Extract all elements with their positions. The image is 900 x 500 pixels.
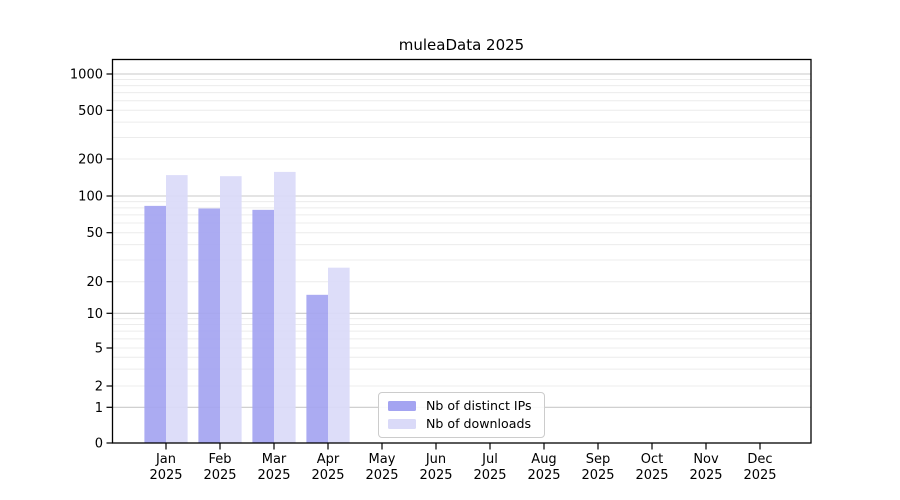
y-tick-label: 10 [86, 307, 103, 322]
bar-distinct-ips [198, 208, 220, 443]
x-tick-label-year: 2025 [635, 468, 668, 483]
x-tick-label-year: 2025 [527, 468, 560, 483]
bar-downloads [328, 267, 350, 443]
x-tick-label-year: 2025 [473, 468, 506, 483]
legend-item-downloads: Nb of downloads [388, 415, 535, 431]
bar-distinct-ips [144, 205, 166, 443]
plot-frame [111, 58, 812, 444]
chart-title: muleaData 2025 [398, 36, 525, 54]
bar-downloads [274, 171, 296, 444]
legend-label-downloads: Nb of downloads [426, 415, 532, 431]
y-tick-label: 200 [78, 153, 103, 168]
x-tick-label-month: Aug [531, 452, 556, 467]
x-tick-label-month: Apr [317, 452, 340, 467]
bar-downloads [166, 175, 188, 443]
x-tick-label-year: 2025 [257, 468, 290, 483]
x-tick-label-month: Mar [262, 452, 287, 467]
x-tick-label-year: 2025 [419, 468, 452, 483]
y-tick-label: 100 [78, 190, 103, 205]
x-tick-label-month: Oct [641, 452, 663, 467]
y-tick-label: 500 [78, 104, 103, 119]
legend-swatch-downloads [388, 418, 416, 429]
x-tick-label-year: 2025 [311, 468, 344, 483]
legend: Nb of distinct IPs Nb of downloads [378, 392, 545, 438]
legend-item-distinct-ips: Nb of distinct IPs [388, 397, 535, 413]
y-tick-label: 2 [95, 380, 103, 395]
bar-downloads [220, 176, 242, 443]
x-tick-label-month: Jun [425, 452, 446, 467]
x-tick-label-month: Jul [481, 452, 498, 467]
x-tick-label-year: 2025 [365, 468, 398, 483]
y-tick-label: 1000 [70, 68, 103, 83]
x-tick-label-month: Sep [586, 452, 611, 467]
x-tick-label-year: 2025 [581, 468, 614, 483]
y-tick-label: 1 [95, 401, 103, 416]
x-tick-label-month: Dec [747, 452, 772, 467]
legend-label-distinct-ips: Nb of distinct IPs [426, 397, 532, 413]
x-tick-label-year: 2025 [743, 468, 776, 483]
bar-distinct-ips [252, 209, 274, 443]
x-tick-label-month: Jan [155, 452, 176, 467]
x-tick-label-year: 2025 [149, 468, 182, 483]
legend-swatch-distinct-ips [388, 401, 416, 412]
x-tick-label-year: 2025 [689, 468, 722, 483]
x-tick-label-month: Nov [693, 452, 719, 467]
x-tick-label-year: 2025 [203, 468, 236, 483]
x-tick-label-month: Feb [208, 452, 231, 467]
y-tick-label: 20 [86, 275, 103, 290]
x-tick-label-month: May [369, 452, 396, 467]
y-tick-label: 0 [95, 437, 103, 452]
bar-distinct-ips [306, 294, 328, 443]
y-tick-label: 50 [86, 226, 103, 241]
y-tick-label: 5 [95, 342, 103, 357]
